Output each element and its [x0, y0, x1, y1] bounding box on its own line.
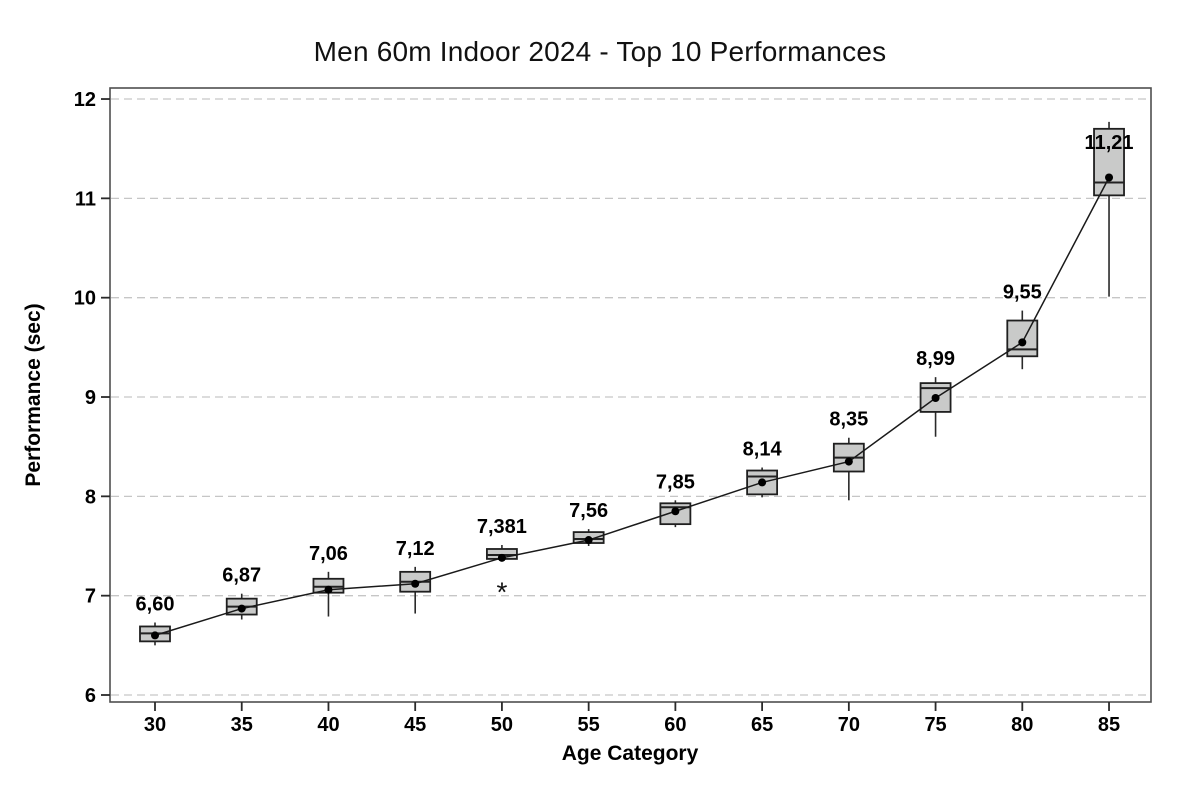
mean-dot-age-50	[497, 553, 506, 562]
x-tick-label-70: 70	[838, 714, 860, 736]
mean-dot-age-60	[671, 507, 680, 516]
outlier-age-50: *	[496, 577, 507, 608]
y-tick-label-7: 7	[85, 586, 96, 608]
mean-label-age-50: 7,381	[477, 516, 527, 538]
mean-dot-age-70	[844, 457, 853, 466]
mean-label-age-40: 7,06	[309, 543, 348, 565]
mean-label-age-75: 8,99	[916, 348, 955, 370]
mean-label-age-80: 9,55	[1003, 282, 1042, 304]
box-age-85	[1093, 127, 1125, 197]
x-tick-label-50: 50	[491, 714, 513, 736]
plot-border	[109, 87, 1152, 703]
y-tick-label-8: 8	[85, 486, 96, 508]
mean-line	[154, 177, 1110, 637]
mean-dot-age-45	[411, 579, 420, 588]
x-tick-label-40: 40	[317, 714, 339, 736]
mean-label-age-30: 6,60	[136, 593, 175, 615]
x-tick-label-30: 30	[144, 714, 166, 736]
mean-dot-age-55	[584, 536, 593, 545]
mean-label-age-65: 8,14	[743, 439, 783, 461]
y-tick-label-10: 10	[74, 288, 96, 310]
y-tick-label-11: 11	[75, 188, 96, 210]
y-tick-label-12: 12	[74, 89, 96, 111]
x-axis-title: Age Category	[561, 742, 699, 765]
mean-dot-age-85	[1105, 173, 1114, 182]
x-tick-label-55: 55	[578, 714, 600, 736]
mean-label-age-70: 8,35	[829, 409, 868, 431]
chart-title: Men 60m Indoor 2024 - Top 10 Performance…	[313, 36, 887, 67]
mean-dot-age-40	[324, 585, 333, 594]
x-tick-label-75: 75	[924, 714, 946, 736]
mean-dot-age-75	[931, 394, 940, 403]
mean-label-age-55: 7,56	[569, 500, 608, 522]
x-tick-label-80: 80	[1011, 714, 1033, 736]
mean-label-age-85: 11,21	[1085, 132, 1134, 154]
x-tick-label-65: 65	[751, 714, 773, 736]
y-tick-label-9: 9	[85, 387, 96, 409]
x-tick-label-45: 45	[404, 714, 426, 736]
y-tick-label-6: 6	[85, 685, 96, 707]
mean-dot-age-80	[1018, 338, 1027, 347]
mean-dot-age-35	[237, 604, 246, 613]
mean-label-age-35: 6,87	[222, 565, 261, 587]
x-tick-label-35: 35	[231, 714, 253, 736]
mean-dot-age-65	[758, 478, 767, 487]
mean-label-age-45: 7,12	[396, 538, 435, 560]
mean-label-age-60: 7,85	[656, 471, 695, 493]
x-tick-label-60: 60	[664, 714, 686, 736]
mean-dot-age-30	[151, 631, 159, 640]
x-tick-label-85: 85	[1098, 714, 1120, 736]
